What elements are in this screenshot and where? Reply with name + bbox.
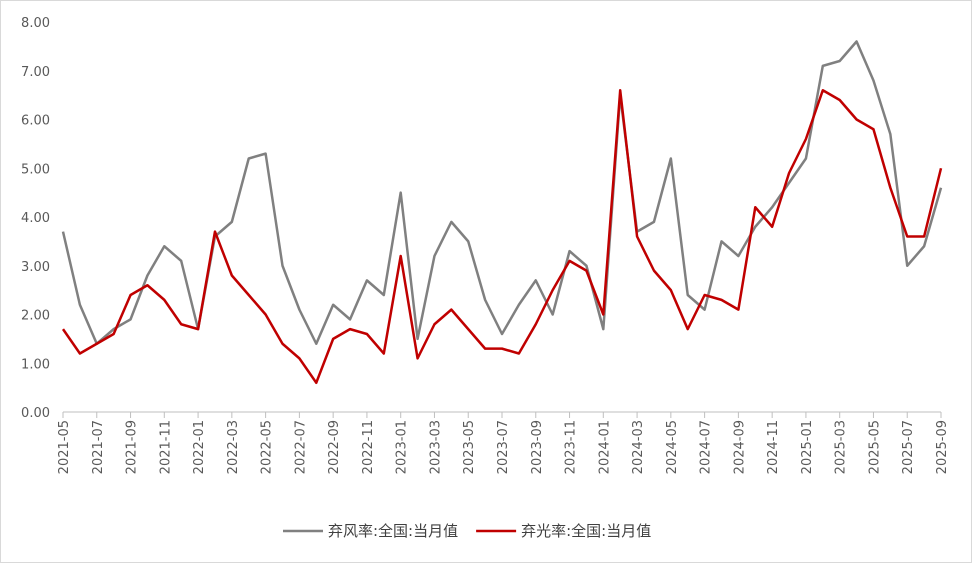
x-tick-label: 2024-11 <box>766 420 781 474</box>
x-tick-label: 2021-07 <box>91 420 106 474</box>
y-tick-label: 6.00 <box>21 114 50 129</box>
x-tick-label: 2025-07 <box>901 420 916 474</box>
y-tick-label: 5.00 <box>21 162 50 177</box>
x-tick-label: 2022-03 <box>226 420 241 474</box>
x-tick-label: 2025-09 <box>935 420 950 474</box>
y-tick-label: 8.00 <box>21 16 50 31</box>
x-tick-label: 2023-07 <box>496 420 511 474</box>
y-tick-label: 4.00 <box>21 211 50 226</box>
x-tick-label: 2022-07 <box>293 420 308 474</box>
x-tick-label: 2022-09 <box>327 420 342 474</box>
x-tick-label: 2024-03 <box>631 420 646 474</box>
x-tick-label: 2023-09 <box>530 420 545 474</box>
x-tick-label: 2023-05 <box>462 420 477 474</box>
y-tick-label: 7.00 <box>21 65 50 80</box>
x-tick-label: 2023-03 <box>428 420 443 474</box>
y-tick-label: 1.00 <box>21 357 50 372</box>
legend-label: 弃光率:全国:当月值 <box>521 522 651 540</box>
legend-label: 弃风率:全国:当月值 <box>328 522 458 540</box>
y-tick-label: 2.00 <box>21 309 50 324</box>
x-tick-label: 2021-11 <box>158 420 173 474</box>
x-tick-label: 2023-01 <box>395 420 410 474</box>
x-tick-label: 2024-07 <box>699 420 714 474</box>
y-tick-label: 0.00 <box>21 406 50 421</box>
y-tick-label: 3.00 <box>21 260 50 275</box>
x-tick-label: 2022-01 <box>192 420 207 474</box>
x-tick-label: 2021-05 <box>57 420 72 474</box>
x-tick-label: 2024-01 <box>597 420 612 474</box>
x-tick-label: 2021-09 <box>125 420 140 474</box>
x-tick-label: 2024-09 <box>732 420 747 474</box>
x-tick-label: 2025-01 <box>800 420 815 474</box>
x-tick-label: 2024-05 <box>665 420 680 474</box>
x-tick-label: 2025-05 <box>867 420 882 474</box>
x-tick-label: 2025-03 <box>834 420 849 474</box>
x-tick-label: 2022-11 <box>361 420 376 474</box>
line-series <box>61 89 943 384</box>
x-tick-label: 2022-05 <box>260 420 275 474</box>
x-tick-label: 2023-11 <box>564 420 579 474</box>
